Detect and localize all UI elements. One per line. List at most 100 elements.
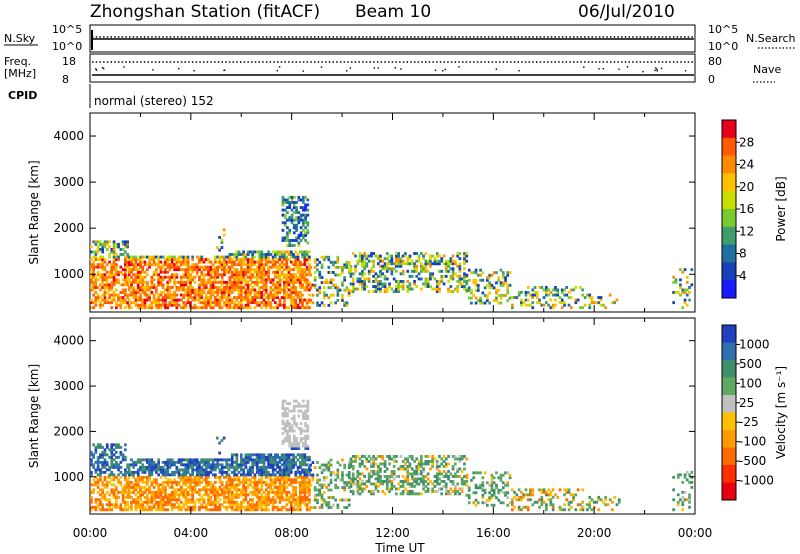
echo-cell [280,468,284,472]
echo-cell [191,473,194,477]
echo-cell [383,274,387,278]
echo-cell [299,488,302,492]
echo-cell [294,298,298,302]
echo-cell [465,457,469,461]
echo-cell [327,463,331,467]
echo-cell [556,291,560,294]
echo-cell [301,470,304,474]
echo-cell [318,506,322,509]
echo-cell [287,253,291,256]
echo-cell [435,475,439,478]
echo-cell [431,262,434,266]
echo-cell [297,444,301,448]
echo-cell [198,478,201,482]
echo-cell [235,483,239,487]
echo-cell [228,275,232,279]
echo-cell [590,301,594,305]
echo-cell [388,262,391,266]
echo-cell [134,263,138,267]
echo-cell [127,278,131,282]
echo-cell [228,280,232,284]
echo-cell [392,457,396,461]
echo-cell [191,265,194,269]
echo-cell [130,293,133,297]
echo-cell [551,495,555,499]
echo-cell [280,260,284,264]
echo-cell [341,298,344,302]
echo-cell [143,475,147,479]
echo-cell [170,483,174,487]
echo-cell [200,283,204,287]
echo-cell [132,470,135,474]
echo-cell [269,286,273,289]
echo-cell [207,291,210,294]
echo-cell [438,482,441,486]
echo-cell [304,203,307,207]
echo-cell [472,271,476,275]
yaxis-title: Slant Range [km] [27,364,41,468]
echo-cell [308,480,311,484]
echo-cell [242,505,245,509]
echo-cell [157,490,160,494]
echo-cell [195,298,199,302]
echo-cell [301,275,304,279]
echo-cell [313,496,317,499]
echo-cell [329,488,333,492]
echo-cell [108,475,111,479]
echo-cell [269,288,273,292]
echo-cell [554,493,557,497]
echo-cell [228,253,232,256]
echo-cell [341,471,344,474]
echo-cell [267,278,270,282]
echo-cell [110,288,114,292]
echo-cell [358,462,362,466]
echo-cell [177,260,181,264]
echo-cell [220,473,224,477]
echo-cell [211,275,215,279]
echo-cell [320,496,324,499]
echo-cell [545,490,548,494]
echo-cell [495,289,498,292]
echo-cell [292,429,296,433]
echo-cell [228,458,232,462]
echo-cell [286,233,289,237]
echo-cell [424,475,428,478]
echo-cell [486,296,489,300]
echo-cell [406,480,410,483]
echo-cell [476,486,480,490]
echo-cell [276,258,279,261]
echo-cell [283,490,286,494]
echo-cell [264,255,268,259]
echo-cell [329,281,333,284]
echo-cell [233,263,236,267]
echo-cell [361,285,364,288]
ytick-label: 3000 [53,379,84,393]
echo-cell [249,258,252,261]
echo-cell [225,280,229,284]
echo-cell [139,303,142,307]
echo-cell [343,506,346,509]
echo-cell [230,273,234,277]
echo-cell [161,480,165,484]
echo-cell [143,495,147,499]
echo-cell [209,465,213,469]
echo-cell [454,492,457,496]
echo-cell [155,495,158,499]
echo-cell [301,483,304,487]
echo-cell [299,503,302,507]
echo-cell [202,498,206,502]
echo-cell [358,465,362,468]
echo-cell [395,259,398,263]
echo-cell [463,480,466,483]
echo-cell [124,473,127,477]
echo-cell [186,293,190,297]
echo-cell [429,272,432,276]
echo-cell [685,293,689,297]
echo-cell [198,470,201,474]
echo-cell [177,468,181,472]
echo-cell [295,424,298,428]
echo-cell [94,258,98,261]
echo-cell [141,275,145,279]
echo-cell [283,424,287,428]
echo-cell [112,296,116,299]
